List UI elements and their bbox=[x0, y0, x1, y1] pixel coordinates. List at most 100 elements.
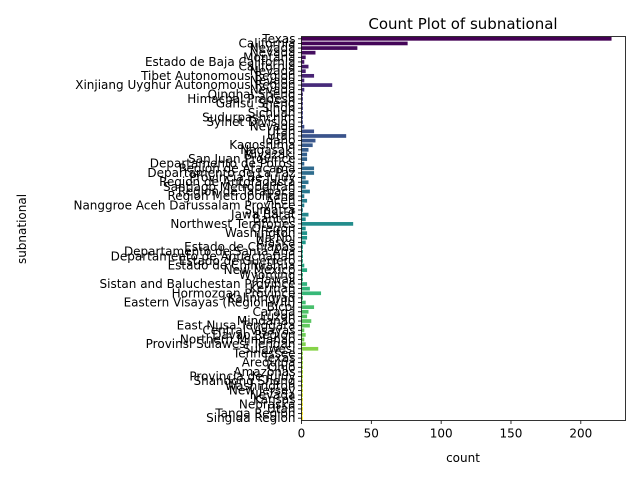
bar-80 bbox=[301, 407, 303, 411]
y-tick-label: Washington bbox=[225, 379, 296, 393]
bar-37 bbox=[301, 208, 303, 212]
y-tick-label: Nevada bbox=[250, 64, 296, 78]
bar-24 bbox=[301, 147, 309, 152]
bar-12 bbox=[301, 92, 303, 97]
y-tick-label: Sistan and Baluchestan Province bbox=[100, 277, 296, 291]
bar-25 bbox=[301, 152, 308, 157]
bar-44 bbox=[301, 240, 306, 245]
y-tick-label: Departamento de Santa Ana bbox=[124, 245, 296, 259]
y-tick-label: Jawa Barat bbox=[230, 208, 296, 222]
x-tick-label: 50 bbox=[364, 427, 379, 441]
y-tick-label: Kerman bbox=[249, 282, 295, 296]
y-tick-label: Region Metropolitana bbox=[168, 189, 296, 203]
y-tick-label: Tennessee bbox=[232, 346, 296, 360]
y-tick-label: Sumatra bbox=[244, 203, 295, 217]
y-tick-label: California bbox=[239, 60, 296, 74]
bar-36 bbox=[301, 203, 305, 208]
y-tick-label: Kaliningrad bbox=[228, 291, 296, 305]
x-tick-layer: 0 50 100 150 200 bbox=[298, 420, 592, 441]
y-tick-label: Davao Region bbox=[212, 328, 295, 342]
y-tick-label: Nevada bbox=[250, 388, 296, 402]
x-tick-label: 150 bbox=[500, 427, 523, 441]
y-tick-label: Departamento de La Paz bbox=[147, 166, 295, 180]
y-tick-label: East Nusa Tenggara bbox=[177, 319, 296, 333]
y-tick-label: Santiago Metropolitan bbox=[163, 180, 296, 194]
y-tick-label: Sulawesi bbox=[243, 342, 296, 356]
bar-31 bbox=[301, 180, 309, 185]
y-tick-label: Tanga Region bbox=[214, 407, 295, 421]
y-tick-label: Sindh bbox=[262, 101, 296, 115]
bar-3 bbox=[301, 50, 316, 55]
y-tick-label: California bbox=[239, 36, 296, 50]
bar-21 bbox=[301, 134, 347, 138]
y-tick-label: Nevada bbox=[250, 73, 296, 87]
y-tick-label: Nagasaki bbox=[240, 143, 295, 157]
y-tick-label: San Juan Province bbox=[188, 152, 295, 166]
bar-27 bbox=[301, 161, 305, 166]
bar-66 bbox=[301, 342, 306, 347]
y-tick-label: Mindanao bbox=[237, 314, 296, 328]
bar-53 bbox=[301, 282, 308, 286]
y-tick-label: Departamento de Ahuachapan bbox=[111, 249, 296, 263]
y-tick-label: Nevada bbox=[250, 41, 296, 55]
y-tick-label: Qinghai Sheng bbox=[208, 87, 296, 101]
y-tick-label: Banten bbox=[253, 212, 296, 226]
y-tick-label: Estado de Guerrero bbox=[179, 254, 296, 268]
y-tick-label: Washington bbox=[225, 226, 296, 240]
bar-76 bbox=[301, 388, 303, 393]
y-tick-label: Xinjiang Uyghur Autonomous Region bbox=[75, 78, 295, 92]
bar-33 bbox=[301, 189, 310, 194]
x-tick-label: 200 bbox=[569, 427, 592, 441]
y-tick-label: Eastern Visayas (Region VIII) bbox=[124, 296, 296, 310]
y-tick-label: Gansu Sheng bbox=[216, 97, 296, 111]
bar-18 bbox=[301, 120, 303, 124]
bar-48 bbox=[301, 259, 303, 263]
bar-30 bbox=[301, 175, 306, 180]
bar-71 bbox=[301, 365, 303, 370]
plot-frame bbox=[301, 36, 626, 421]
y-tick-label: Estado de Baja California bbox=[145, 55, 296, 69]
y-tick-label: Alaska bbox=[256, 235, 295, 249]
bar-35 bbox=[301, 198, 308, 203]
y-tick-label: Sylhet Division bbox=[206, 115, 295, 129]
x-tick-label: 0 bbox=[298, 427, 306, 441]
y-tick-label: Nevada bbox=[250, 120, 296, 134]
y-tick-label: Nanggroe Aceh Darussalam Province bbox=[73, 198, 295, 212]
bar-50 bbox=[301, 268, 308, 272]
bar-14 bbox=[301, 101, 303, 106]
y-tick-label: Utah bbox=[267, 129, 295, 143]
bar-15 bbox=[301, 106, 303, 111]
y-tick-label: Nevada bbox=[250, 83, 296, 97]
bar-45 bbox=[301, 245, 303, 249]
bar-56 bbox=[301, 296, 303, 300]
y-tick-label: Tibet Autonomous Region bbox=[140, 69, 295, 83]
bar-16 bbox=[301, 110, 303, 115]
bar-42 bbox=[301, 231, 308, 235]
bar-40 bbox=[301, 222, 354, 226]
bar-32 bbox=[301, 185, 306, 189]
bar-54 bbox=[301, 286, 310, 291]
y-tick-label: Caraga bbox=[253, 305, 296, 319]
bar-26 bbox=[301, 157, 308, 161]
bar-72 bbox=[301, 370, 303, 374]
bar-75 bbox=[301, 383, 303, 388]
bar-68 bbox=[301, 351, 303, 356]
y-tick-label: Oregon bbox=[251, 222, 295, 236]
bar-9 bbox=[301, 78, 305, 83]
bar-69 bbox=[301, 356, 303, 360]
y-tick-label: Estado de Chiapas bbox=[184, 240, 295, 254]
bar-79 bbox=[301, 402, 303, 407]
y-tick-label: Provincia de Jujuy bbox=[189, 370, 295, 384]
y-tick-label: Hormozgan Province bbox=[172, 286, 296, 300]
y-tick-label: Central Visayas bbox=[202, 323, 295, 337]
bar-74 bbox=[301, 379, 303, 384]
bar-82 bbox=[301, 416, 303, 421]
y-tick-label: Shandong Sheng bbox=[193, 374, 295, 388]
y-tick-label: Kagoshima bbox=[229, 138, 295, 152]
y-tick-label: Estado de Chihuahua bbox=[168, 259, 296, 273]
y-tick-label: Utah bbox=[267, 402, 295, 416]
y-axis-label: subnational bbox=[15, 194, 29, 264]
y-tick-label: Wyoming bbox=[239, 268, 295, 282]
y-tick-label: Idaho bbox=[262, 134, 295, 148]
bar-0 bbox=[301, 36, 612, 41]
